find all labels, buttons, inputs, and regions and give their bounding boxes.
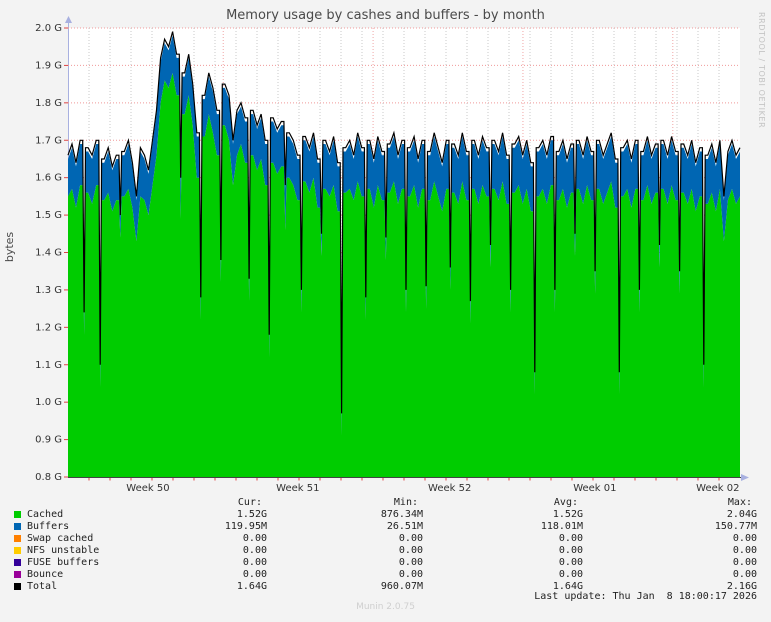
x-tick-label: Week 52 [428, 483, 471, 494]
legend-cur: 0.00 [242, 545, 267, 556]
legend-min: 876.34M [380, 509, 423, 520]
area-cached [68, 72, 740, 478]
y-tick-label: 1.5 G [35, 210, 62, 221]
legend-min: 0.00 [398, 569, 423, 580]
legend-label: Buffers [27, 521, 70, 532]
legend-swatch [14, 511, 21, 518]
x-tick-label: Week 01 [573, 483, 616, 494]
munin-version: Munin 2.0.75 [356, 602, 415, 612]
legend-label: NFS unstable [27, 545, 100, 556]
line-total [67, 31, 741, 414]
legend-swatch [14, 571, 21, 578]
legend-cur: 0.00 [242, 569, 267, 580]
x-tick-label: Week 02 [696, 483, 739, 494]
legend-label: Bounce [27, 569, 64, 580]
legend-row: NFS unstable 0.00 0.00 0.00 0.00 [0, 545, 771, 557]
legend-avg: 0.00 [558, 569, 583, 580]
chart-title: Memory usage by cashes and buffers - by … [226, 8, 545, 23]
legend-cur: 0.00 [242, 533, 267, 544]
legend-min: 960.07M [380, 581, 423, 592]
x-tick-label: Week 50 [126, 483, 169, 494]
legend-row: Buffers 119.95M 26.51M 118.01M 150.77M [0, 521, 771, 533]
y-tick-label: 2.0 G [35, 23, 62, 34]
y-tick-label: 1.3 G [35, 285, 62, 296]
legend-row: FUSE buffers 0.00 0.00 0.00 0.00 [0, 557, 771, 569]
legend-label: Cached [27, 509, 64, 520]
y-tick-label: 1.7 G [35, 135, 62, 146]
y-tick-label: 1.1 G [35, 360, 62, 371]
area-buffers [68, 35, 740, 436]
legend-cur: 0.00 [242, 557, 267, 568]
legend-cur: 1.52G [236, 509, 267, 520]
legend-max: 0.00 [732, 569, 757, 580]
legend-swatch [14, 535, 21, 542]
legend-avg: 118.01M [540, 521, 583, 532]
x-tick-label: Week 51 [276, 483, 319, 494]
legend-row: Swap cached 0.00 0.00 0.00 0.00 [0, 533, 771, 545]
x-axis-arrow [741, 474, 749, 481]
y-tick-label: 1.6 G [35, 173, 62, 184]
legend-min: 0.00 [398, 557, 423, 568]
legend-row: Cached 1.52G 876.34M 1.52G 2.04G [0, 509, 771, 521]
legend-avg: 1.52G [552, 509, 583, 520]
legend-avg: 0.00 [558, 533, 583, 544]
legend-swatch [14, 559, 21, 566]
y-tick-label: 1.2 G [35, 322, 62, 333]
legend-swatch [14, 523, 21, 530]
y-tick-label: 1.4 G [35, 248, 62, 259]
legend-swatch [14, 583, 21, 590]
chart-plot-area: 2.0 G 1.9 G 1.8 G 1.7 G 1.6 G 1.5 G 1.4 G 1.3 G… [35, 16, 749, 494]
y-tick-label: 0.8 G [35, 472, 62, 483]
legend-max: 0.00 [732, 533, 757, 544]
legend-cur: 119.95M [224, 521, 267, 532]
legend-max: 150.77M [714, 521, 757, 532]
y-tick-label: 1.0 G [35, 397, 62, 408]
y-tick-label: 1.9 G [35, 60, 62, 71]
legend-max: 2.04G [726, 509, 757, 520]
legend-label: FUSE buffers [27, 557, 100, 568]
last-update: Last update: Thu Jan 8 18:00:17 2026 [534, 591, 757, 602]
legend-max: 0.00 [732, 557, 757, 568]
y-tick-label: 1.8 G [35, 98, 62, 109]
legend-avg: 0.00 [558, 545, 583, 556]
legend-max: 0.00 [732, 545, 757, 556]
legend-label: Swap cached [27, 533, 94, 544]
y-axis-arrow [65, 16, 72, 23]
legend-cur: 1.64G [236, 581, 267, 592]
legend-min: 0.00 [398, 533, 423, 544]
legend-avg: 0.00 [558, 557, 583, 568]
legend-swatch [14, 547, 21, 554]
legend-label: Total [27, 581, 58, 592]
rrdtool-watermark: RRDTOOL / TOBI OETIKER [757, 12, 766, 129]
y-tick-label: 0.9 G [35, 435, 62, 446]
legend-row: Bounce 0.00 0.00 0.00 0.00 [0, 569, 771, 581]
legend-min: 26.51M [386, 521, 423, 532]
legend-min: 0.00 [398, 545, 423, 556]
